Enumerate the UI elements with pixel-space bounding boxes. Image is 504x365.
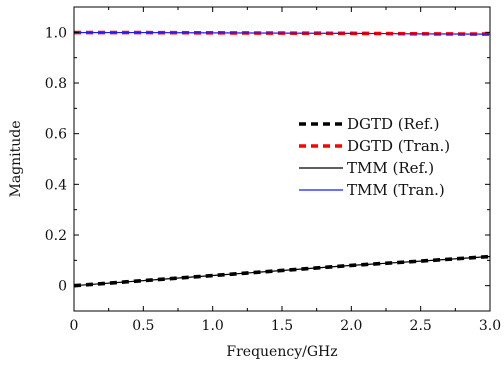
y-tick-label: 0.6 xyxy=(45,127,67,143)
legend-label: TMM (Tran.) xyxy=(347,181,445,199)
x-tick-label: 1.0 xyxy=(202,318,224,334)
y-tick-label: 1.0 xyxy=(45,25,67,41)
y-axis-title: Magnitude xyxy=(8,120,24,197)
series-layer xyxy=(73,30,491,288)
x-tick-label: 3.0 xyxy=(479,318,501,334)
legend-label: TMM (Ref.) xyxy=(347,159,434,177)
x-tick-label: 1.5 xyxy=(271,318,293,334)
x-tick-label: 0.5 xyxy=(132,318,154,334)
y-tick-label: 0.2 xyxy=(45,228,67,244)
tick-layer: 0 0.5 1.0 1.5 2.0 2.5 3.0 0 0.2 0.4 0.6 0.8 1.0 xyxy=(45,6,501,334)
x-tick-label: 2.0 xyxy=(340,318,362,334)
y-tick-label: 0.8 xyxy=(45,76,67,92)
x-axis-title: Frequency/GHz xyxy=(226,344,337,360)
x-tick-label: 0 xyxy=(70,318,79,334)
series-line xyxy=(74,31,491,35)
series-line xyxy=(73,255,491,287)
y-tick-label: 0.4 xyxy=(45,177,67,193)
legend: DGTD (Ref.) DGTD (Tran.) TMM (Ref.) TMM (Tr… xyxy=(299,115,450,199)
y-tick-label: 0 xyxy=(58,279,67,295)
legend-label: DGTD (Ref.) xyxy=(347,115,439,133)
legend-label: DGTD (Tran.) xyxy=(347,137,450,155)
x-tick-label: 2.5 xyxy=(410,318,432,334)
